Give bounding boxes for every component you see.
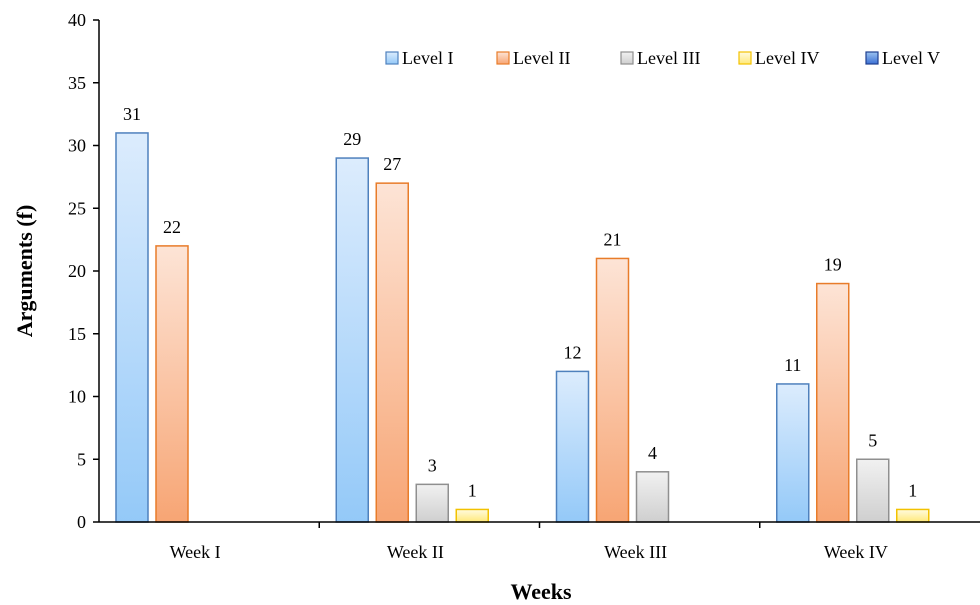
bar-level-iii-week-iii (635, 471, 670, 523)
legend-swatch (865, 51, 879, 65)
bar-level-iv-week-iv (896, 508, 930, 523)
bar-level-i-week-iii (555, 370, 590, 523)
x-tick-label: Week IV (824, 542, 888, 562)
data-label: 3 (428, 455, 437, 475)
data-label: 27 (383, 154, 401, 174)
data-label: 19 (824, 255, 842, 275)
x-tick-label: Week III (604, 542, 667, 562)
legend-label: Level I (402, 48, 453, 68)
data-label: 1 (468, 480, 477, 500)
data-label: 29 (343, 129, 361, 149)
y-tick-label: 20 (68, 261, 86, 281)
bar-level-i-week-i (115, 132, 149, 523)
y-tick-label: 15 (68, 324, 86, 344)
data-label: 11 (784, 355, 801, 375)
data-label: 21 (604, 229, 622, 249)
bar-level-ii-week-iii (595, 257, 630, 523)
legend-label: Level II (513, 48, 570, 68)
bars-layer (115, 132, 930, 523)
legend: Level I Level II Level III Level IV Level V (385, 48, 940, 68)
data-label: 5 (868, 430, 877, 450)
x-tick-label: Week II (387, 542, 444, 562)
data-label: 22 (163, 217, 181, 237)
x-axis-title: Weeks (510, 579, 572, 604)
y-tick-label: 0 (77, 512, 86, 532)
legend-swatch (385, 51, 399, 65)
bar-level-ii-week-iv (816, 282, 850, 523)
data-label: 1 (908, 480, 917, 500)
data-label: 31 (123, 104, 141, 124)
legend-swatch (738, 51, 752, 65)
legend-swatch (620, 51, 634, 65)
bar-level-iv-week-ii (455, 508, 489, 523)
y-tick-label: 10 (68, 387, 86, 407)
bar-level-ii-week-i (155, 245, 189, 523)
x-tick-label: Week I (170, 542, 221, 562)
bar-level-iii-week-ii (415, 483, 449, 523)
y-axis-title: Arguments (f) (12, 205, 37, 338)
y-tick-label: 5 (77, 449, 86, 469)
y-tick-label: 30 (68, 136, 86, 156)
legend-swatch (496, 51, 510, 65)
bar-level-i-week-ii (335, 157, 369, 523)
bar-level-i-week-iv (776, 383, 810, 523)
legend-label: Level V (882, 48, 940, 68)
data-label: 12 (564, 342, 582, 362)
y-tick-label: 25 (68, 198, 86, 218)
y-tick-label: 35 (68, 73, 86, 93)
y-tick-label: 40 (68, 10, 86, 30)
bar-level-ii-week-ii (375, 182, 409, 523)
legend-label: Level IV (755, 48, 819, 68)
data-label: 4 (648, 443, 657, 463)
legend-label: Level III (637, 48, 700, 68)
bar-level-iii-week-iv (856, 458, 890, 523)
